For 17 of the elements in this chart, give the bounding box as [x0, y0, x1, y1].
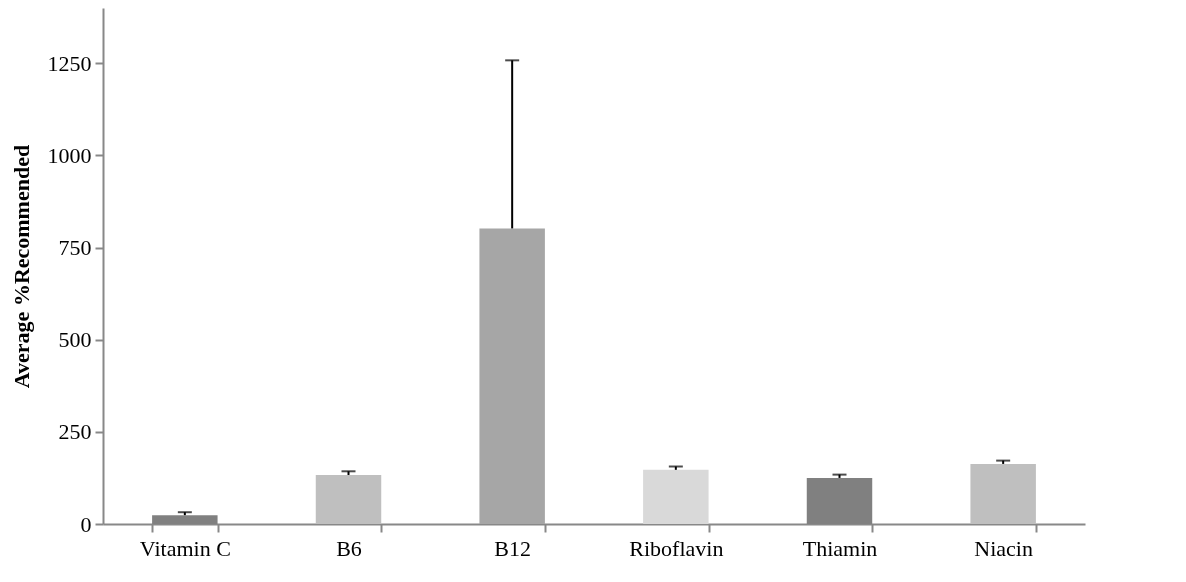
- bar: [970, 463, 1036, 524]
- y-tick-label: 250: [58, 419, 92, 445]
- x-tick-label: Vitamin C: [139, 535, 231, 561]
- y-tick-label: 1250: [47, 50, 92, 76]
- bar: [643, 469, 709, 524]
- y-tick-label: 1000: [47, 142, 92, 168]
- x-tick-label: B6: [336, 535, 362, 561]
- x-tick-label: Riboflavin: [629, 535, 724, 561]
- y-tick-label: 500: [58, 327, 92, 353]
- bar: [479, 228, 545, 524]
- y-tick-label: 750: [58, 235, 92, 261]
- x-tick-label: Thiamin: [802, 535, 878, 561]
- y-tick-label: 0: [80, 511, 92, 537]
- x-tick-label: B12: [494, 535, 532, 561]
- bar: [315, 474, 382, 524]
- x-tick-label: Niacin: [974, 535, 1033, 561]
- y-axis-title: Average %Recommended: [8, 144, 34, 389]
